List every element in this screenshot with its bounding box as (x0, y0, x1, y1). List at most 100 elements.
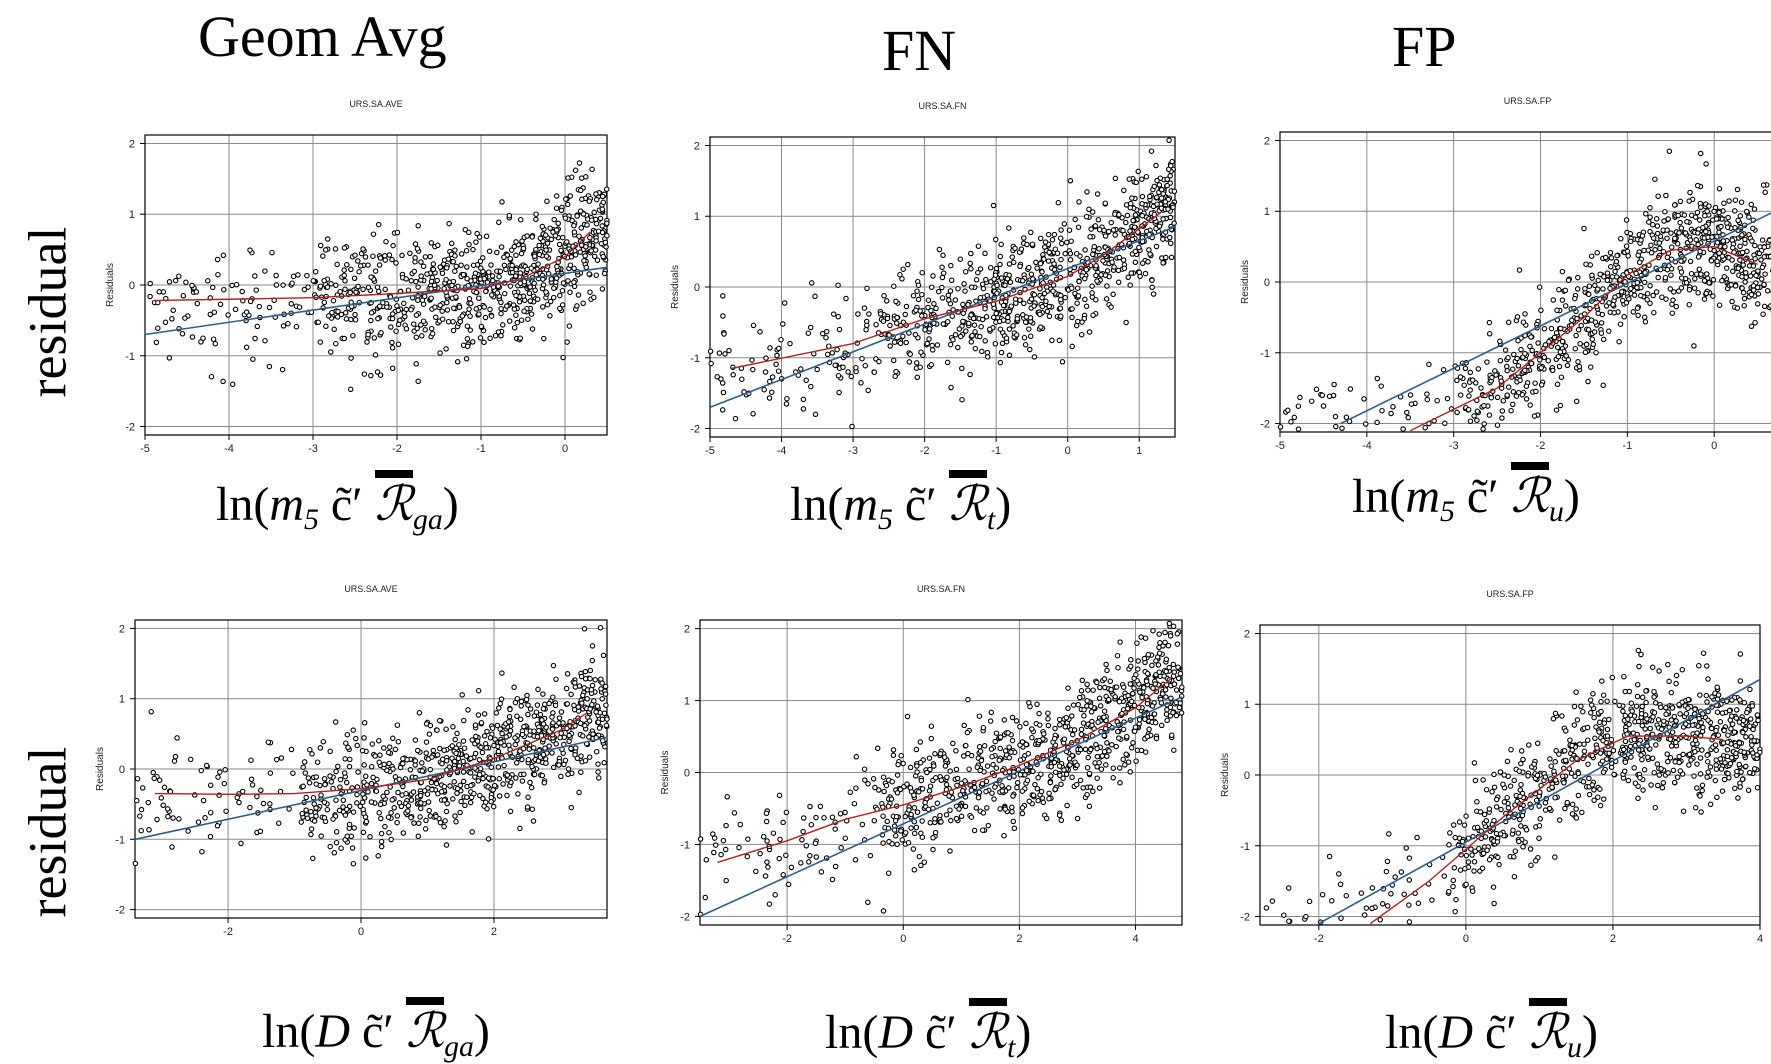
data-point (966, 697, 970, 701)
data-point (843, 836, 847, 840)
data-point (998, 746, 1002, 750)
data-point (1699, 151, 1703, 155)
data-point (995, 283, 999, 287)
data-point (263, 339, 267, 343)
data-point (1627, 297, 1631, 301)
data-point (566, 772, 570, 776)
data-point (520, 239, 524, 243)
data-point (892, 358, 896, 362)
data-point (1014, 301, 1018, 305)
data-point (377, 222, 381, 226)
data-point (907, 360, 911, 364)
data-point (1680, 276, 1684, 280)
data-point (1375, 376, 1379, 380)
data-point (1549, 764, 1553, 768)
data-point (471, 263, 475, 267)
data-point (727, 348, 731, 352)
data-point (541, 707, 545, 711)
data-point (474, 307, 478, 311)
data-point (1027, 327, 1031, 331)
data-point (533, 254, 537, 258)
data-point (789, 865, 793, 869)
data-point (575, 214, 579, 218)
data-point (588, 755, 592, 759)
plot-title: URS.SA.AVE (344, 584, 397, 594)
data-point (458, 810, 462, 814)
data-point (830, 351, 834, 355)
data-point (1010, 715, 1014, 719)
data-point (806, 331, 810, 335)
data-point (1737, 762, 1741, 766)
data-point (1159, 196, 1163, 200)
data-point (520, 732, 524, 736)
data-point (562, 762, 566, 766)
data-point (1087, 330, 1091, 334)
data-point (174, 278, 178, 282)
data-point (294, 325, 298, 329)
data-point (1171, 674, 1175, 678)
data-point (466, 708, 470, 712)
data-point (1095, 746, 1099, 750)
data-point (1628, 231, 1632, 235)
data-point (914, 747, 918, 751)
data-point (342, 273, 346, 277)
data-point (1591, 692, 1595, 696)
data-point (866, 900, 870, 904)
data-point (1129, 271, 1133, 275)
data-point (1492, 772, 1496, 776)
data-point (565, 702, 569, 706)
data-point (1710, 235, 1714, 239)
data-point (833, 827, 837, 831)
data-point (224, 809, 228, 813)
data-point (947, 794, 951, 798)
data-point (342, 268, 346, 272)
data-point (1012, 826, 1016, 830)
data-point (423, 255, 427, 259)
data-point (493, 334, 497, 338)
data-point (949, 818, 953, 822)
y-tick-label: 0 (119, 764, 125, 776)
data-point (1652, 311, 1656, 315)
data-point (1097, 696, 1101, 700)
data-point (1105, 284, 1109, 288)
data-point (553, 703, 557, 707)
data-point (981, 282, 985, 286)
data-point (1623, 760, 1627, 764)
data-point (149, 710, 153, 714)
data-point (901, 267, 905, 271)
data-point (1095, 279, 1099, 283)
data-point (1733, 198, 1737, 202)
data-point (508, 284, 512, 288)
data-point (1168, 634, 1172, 638)
data-point (1084, 304, 1088, 308)
data-point (809, 823, 813, 827)
data-point (1698, 249, 1702, 253)
data-point (328, 774, 332, 778)
data-point (362, 372, 366, 376)
data-point (818, 804, 822, 808)
data-point (1384, 869, 1388, 873)
data-point (1128, 229, 1132, 233)
data-point (555, 194, 559, 198)
data-point (547, 744, 551, 748)
data-point (1657, 241, 1661, 245)
data-point (1090, 291, 1094, 295)
data-point (1136, 659, 1140, 663)
data-point (1579, 323, 1583, 327)
data-point (1697, 267, 1701, 271)
data-point (366, 790, 370, 794)
data-point (1763, 272, 1767, 276)
data-point (1150, 278, 1154, 282)
data-point (1292, 415, 1296, 419)
data-point (1095, 192, 1099, 196)
data-point (582, 259, 586, 263)
data-point (469, 279, 473, 283)
data-point (218, 770, 222, 774)
data-point (1175, 632, 1179, 636)
data-point (135, 777, 139, 781)
data-point (912, 806, 916, 810)
data-point (1587, 292, 1591, 296)
data-point (389, 811, 393, 815)
data-point (1109, 220, 1113, 224)
data-point (583, 669, 587, 673)
